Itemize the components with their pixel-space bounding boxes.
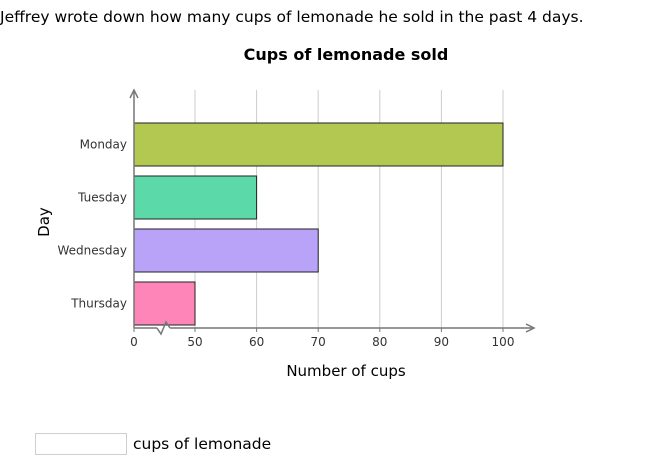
- x-tick-label: 60: [249, 335, 264, 349]
- answer-suffix: cups of lemonade: [133, 435, 272, 453]
- x-tick-labels: 0 50 60 70 80 90 100: [130, 335, 514, 349]
- category-label: Tuesday: [77, 191, 127, 205]
- axis-break-mark: [156, 320, 171, 336]
- category-label: Wednesday: [58, 244, 127, 258]
- bar: [133, 281, 196, 326]
- x-tick-label: 0: [130, 335, 138, 349]
- bar: [133, 228, 319, 273]
- answer-row: cups of lemonade: [35, 433, 271, 455]
- bar-chart: Cups of lemonade sold Monday Tuesday Wedne…: [35, 45, 536, 380]
- x-tick-label: 90: [434, 335, 449, 349]
- y-axis-label: Day: [35, 207, 53, 237]
- bars: [133, 122, 504, 326]
- x-tick-label: 50: [187, 335, 202, 349]
- x-axis-label: Number of cups: [286, 362, 406, 380]
- x-tick-label: 80: [372, 335, 387, 349]
- x-tick-label: 70: [311, 335, 326, 349]
- x-tick-label: 100: [492, 335, 515, 349]
- bar: [133, 175, 258, 220]
- x-axis-arrow: [525, 323, 536, 333]
- y-axis-arrow: [129, 88, 139, 99]
- answer-input[interactable]: [35, 433, 127, 455]
- axes: [129, 88, 536, 336]
- category-label: Monday: [80, 138, 127, 152]
- bar: [133, 122, 504, 167]
- chart-title: Cups of lemonade sold: [244, 45, 449, 64]
- question-text: Jeffrey wrote down how many cups of lemo…: [0, 8, 584, 26]
- category-labels: Monday Tuesday Wednesday Thursday: [58, 138, 127, 311]
- category-label: Thursday: [70, 297, 127, 311]
